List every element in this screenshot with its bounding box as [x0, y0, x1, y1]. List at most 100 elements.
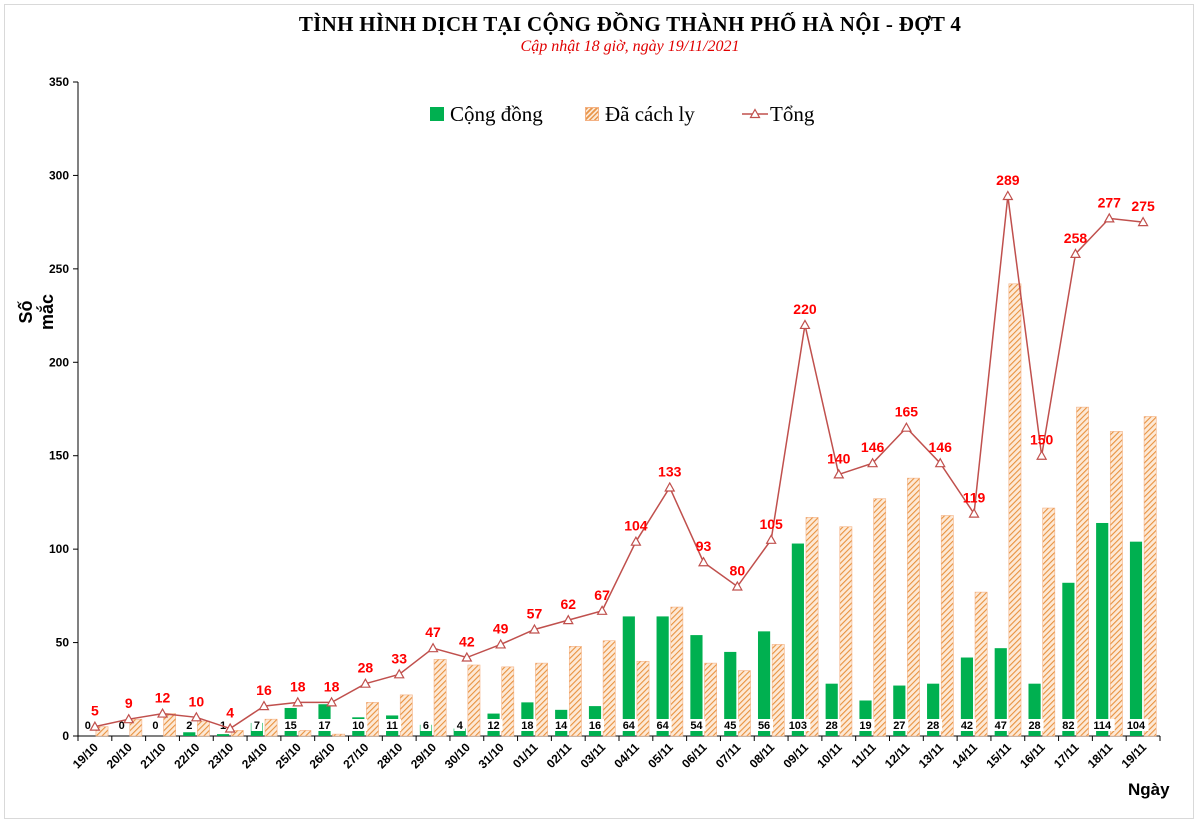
data-label-community: 42: [961, 720, 973, 732]
x-tick-label: 27/10: [340, 740, 371, 771]
point-total: [630, 535, 642, 546]
bar-quarantined: [907, 477, 920, 737]
x-tick-label: 15/11: [983, 740, 1014, 771]
data-label-community: 28: [927, 720, 939, 732]
bar-quarantined: [704, 662, 718, 737]
legend-item-quarantined: Đã cách ly: [585, 100, 695, 128]
data-label-total: 105: [759, 516, 783, 532]
bar-quarantined: [230, 730, 244, 737]
x-tick-label: 07/11: [713, 740, 744, 771]
x-tick-label: 03/11: [578, 740, 609, 771]
bar-community: [216, 734, 230, 736]
x-tick-label: 05/11: [645, 740, 676, 771]
data-label-community-bg: [484, 719, 503, 731]
data-label-community-bg: [653, 719, 672, 731]
data-label-total: 104: [624, 518, 648, 534]
data-label-community: 114: [1093, 720, 1112, 732]
legend-swatch-quarantined: [585, 107, 599, 121]
data-label-community: 45: [724, 720, 736, 732]
data-label-community: 103: [789, 720, 807, 732]
x-tick-label: 14/11: [949, 740, 980, 771]
chart-subtitle: Cập nhật 18 giờ, ngày 19/11/2021: [520, 38, 740, 55]
point-total: [664, 481, 676, 492]
x-tick-label: 21/10: [138, 740, 169, 771]
data-label-total: 28: [358, 660, 374, 676]
data-label-community-bg: [552, 719, 571, 731]
x-tick-label: 11/11: [849, 740, 879, 770]
data-label-community: 27: [893, 720, 905, 732]
data-label-total: 9: [125, 695, 133, 711]
bar-quarantined: [1109, 431, 1123, 737]
bar-quarantined: [602, 640, 616, 737]
data-label-total: 62: [560, 596, 576, 612]
x-tick-label: 10/11: [814, 740, 845, 771]
bar-community: [994, 648, 1007, 736]
bar-quarantined: [738, 670, 751, 737]
x-tick-label: 20/10: [104, 740, 135, 771]
point-total: [1103, 212, 1115, 223]
data-label-total: 33: [391, 650, 407, 666]
bar-community: [791, 543, 804, 736]
data-label-total: 258: [1064, 230, 1088, 246]
data-label-community-bg: [822, 719, 841, 731]
bar-quarantined: [670, 606, 684, 737]
data-label-community: 104: [1127, 720, 1146, 732]
data-label-community-bg: [1123, 719, 1149, 731]
bar-quarantined: [940, 515, 954, 737]
bar-quarantined: [1076, 406, 1089, 737]
data-label-community-bg: [687, 719, 706, 731]
data-label-community: 16: [589, 720, 601, 732]
legend-label-community: Cộng đồng: [450, 101, 543, 126]
data-label-community: 28: [826, 720, 838, 732]
data-label-community-bg: [420, 719, 432, 731]
x-tick-label: 19/10: [70, 740, 101, 771]
data-label-community: 19: [859, 720, 871, 732]
data-label-community-bg: [217, 719, 229, 731]
data-label-total: 146: [929, 439, 953, 455]
data-label-community-bg: [349, 719, 368, 731]
data-label-total: 49: [493, 620, 509, 636]
data-label-total: 12: [155, 690, 171, 706]
point-total: [461, 651, 473, 662]
x-tick-label: 28/10: [374, 740, 405, 771]
x-tick-label: 24/10: [239, 740, 270, 771]
x-tick-label: 02/11: [544, 740, 575, 771]
data-label-community: 6: [423, 720, 429, 732]
x-axis-label: Ngày: [1128, 780, 1170, 799]
point-total: [1002, 190, 1014, 201]
point-total: [427, 642, 439, 653]
x-tick-label: 26/10: [307, 740, 338, 771]
y-tick-label: 150: [49, 449, 69, 463]
bar-community: [1062, 582, 1075, 736]
data-label-community-bg: [856, 719, 875, 731]
line-total: [94, 195, 1144, 730]
bar-community: [690, 635, 703, 736]
data-label-community-bg: [1059, 719, 1078, 731]
point-total: [89, 720, 101, 731]
bar-quarantined: [535, 662, 548, 737]
bar-quarantined: [974, 591, 988, 737]
legend-swatch-total: [742, 108, 768, 119]
data-label-community-bg: [251, 719, 263, 731]
point-total: [900, 421, 912, 432]
data-label-community: 64: [623, 720, 636, 732]
data-label-community-bg: [183, 719, 195, 731]
data-label-community: 0: [119, 720, 125, 732]
data-label-community: 11: [386, 720, 398, 732]
point-total: [596, 605, 608, 615]
point-total: [934, 457, 946, 468]
data-label-community-bg: [1025, 719, 1044, 731]
data-label-total: 57: [527, 605, 543, 621]
bar-quarantined: [163, 713, 177, 737]
data-label-total: 133: [658, 463, 682, 479]
bar-community: [724, 651, 737, 736]
data-label-total: 18: [324, 678, 340, 694]
data-label-community-bg: [721, 719, 740, 731]
x-tick-label: 06/11: [679, 740, 710, 771]
data-label-total: 275: [1131, 198, 1155, 214]
bar-community: [1096, 522, 1109, 736]
data-label-total: 18: [290, 678, 306, 694]
bar-quarantined: [873, 498, 887, 737]
data-label-total: 4: [226, 705, 234, 721]
